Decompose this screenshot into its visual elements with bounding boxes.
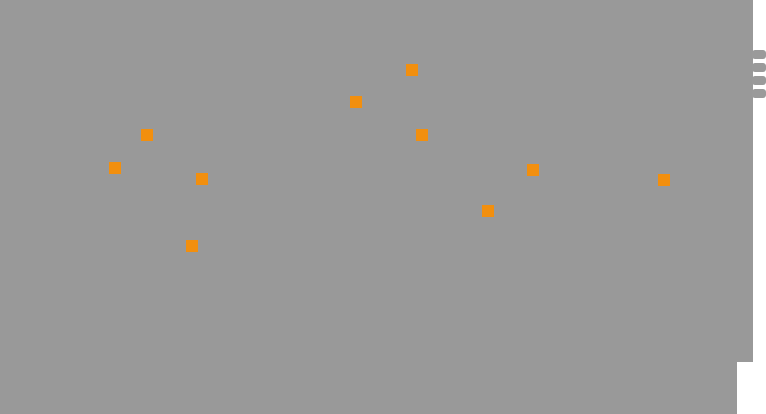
right-side-panel[interactable] <box>752 0 766 414</box>
marker-2[interactable] <box>350 96 362 108</box>
marker-9[interactable] <box>482 205 494 217</box>
side-panel-row-4[interactable] <box>752 89 766 98</box>
side-panel-row-3[interactable] <box>752 76 766 85</box>
marker-3[interactable] <box>141 129 153 141</box>
marker-4[interactable] <box>416 129 428 141</box>
marker-10[interactable] <box>186 240 198 252</box>
obscured-content-area[interactable] <box>0 0 753 362</box>
marker-6[interactable] <box>527 164 539 176</box>
side-panel-row-2[interactable] <box>752 63 766 72</box>
side-panel-footer <box>737 362 766 414</box>
marker-1[interactable] <box>406 64 418 76</box>
obscured-content-area-lower[interactable] <box>0 362 737 414</box>
marker-7[interactable] <box>196 173 208 185</box>
marker-8[interactable] <box>658 174 670 186</box>
side-panel-row-1[interactable] <box>752 50 766 59</box>
marker-5[interactable] <box>109 162 121 174</box>
